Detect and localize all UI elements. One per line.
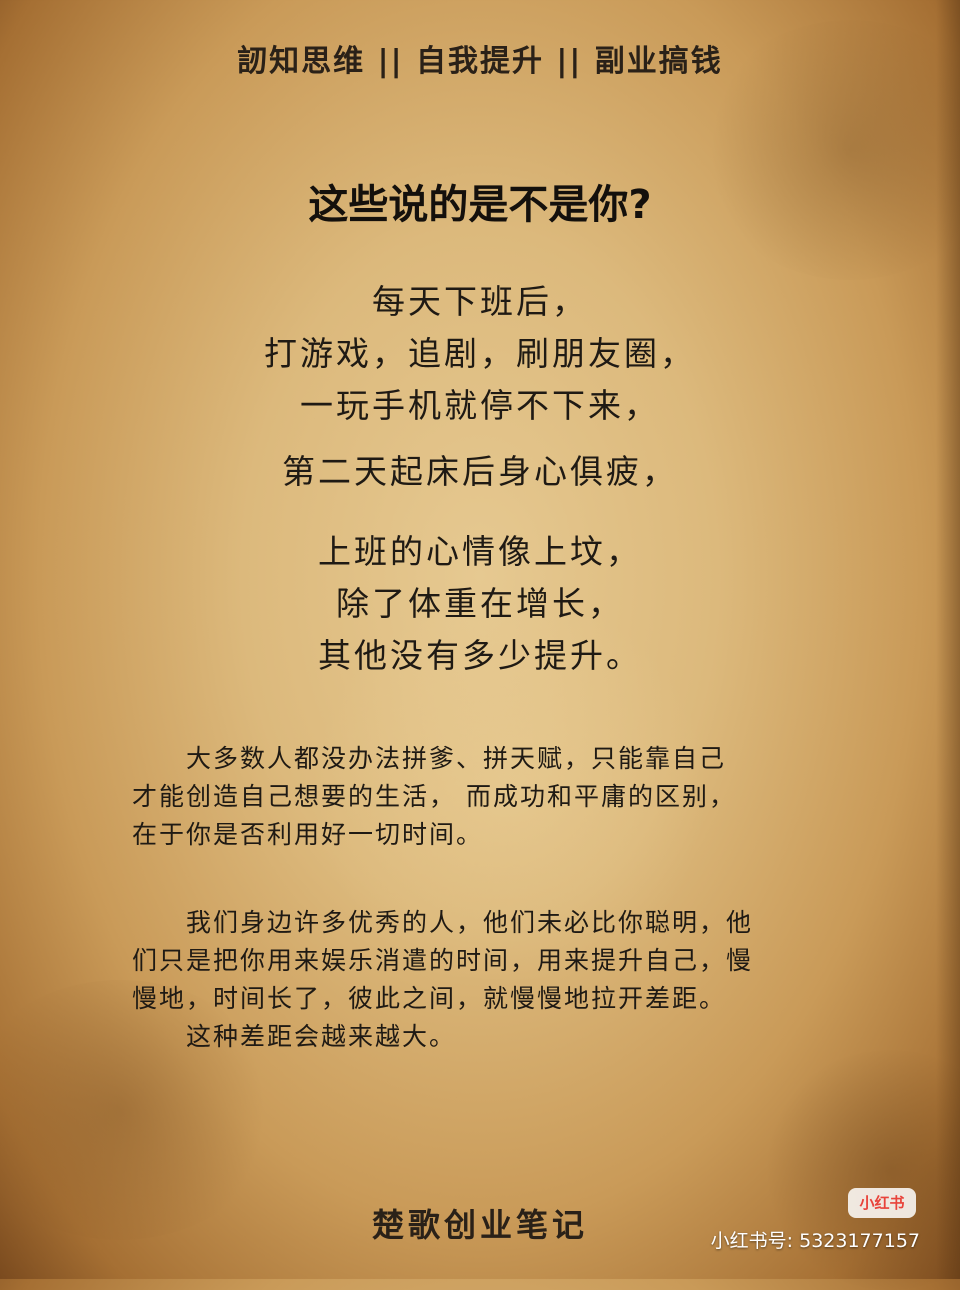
header-tagline: 訒知思维 || 自我提升 || 副业搞钱 (237, 44, 723, 79)
paper-edge-shadow (936, 0, 960, 1279)
poem-line: 第二天起床后身心俱疲， (282, 452, 678, 491)
xiaohongshu-logo-badge: 小红书 (848, 1188, 916, 1218)
poem-line: 上班的心情像上坟， (318, 532, 642, 571)
paragraph-1: 大多数人都没办法拼爹、拼天赋，只能靠自己 才能创造自己想要的生活， 而成功和平庸… (132, 740, 832, 854)
paragraph-line: 大多数人都没办法拼爹、拼天赋，只能靠自己 (186, 744, 727, 773)
paragraph-line: 这种差距会越来越大。 (186, 1022, 457, 1051)
paragraph-2: 我们身边许多优秀的人，他们未必比你聪明，他 们只是把你用来娱乐消遣的时间，用来提… (132, 904, 832, 1056)
page-title: 这些说的是不是你? (308, 182, 652, 228)
paragraph-line: 慢地，时间长了，彼此之间，就慢慢地拉开差距。 (132, 984, 727, 1013)
poem-stanza-2: 第二天起床后身心俱疲， (0, 446, 960, 498)
poem-line: 每天下班后， (372, 282, 588, 321)
footer-signature: 楚歌创业笔记 (371, 1206, 588, 1244)
paper-stain (760, 1050, 960, 1290)
poem-stanza-3: 上班的心情像上坟， 除了体重在增长， 其他没有多少提升。 (0, 526, 960, 682)
paragraph-line: 我们身边许多优秀的人，他们未必比你聪明，他 (186, 908, 754, 937)
poem-line: 其他没有多少提升。 (318, 636, 642, 675)
watermark-id-text: 小红书号: 5323177157 (710, 1230, 920, 1252)
paragraph-line: 们只是把你用来娱乐消遣的时间，用来提升自己，慢 (132, 946, 754, 975)
poem-line: 一玩手机就停不下来， (300, 386, 660, 425)
poem-line: 打游戏，追剧，刷朋友圈， (264, 334, 696, 373)
paragraph-line: 才能创造自己想要的生活， 而成功和平庸的区别， (132, 782, 736, 811)
poem-stanza-1: 每天下班后， 打游戏，追剧，刷朋友圈， 一玩手机就停不下来， (0, 276, 960, 432)
paragraph-line: 在于你是否利用好一切时间。 (132, 820, 484, 849)
poem-line: 除了体重在增长， (336, 584, 624, 623)
